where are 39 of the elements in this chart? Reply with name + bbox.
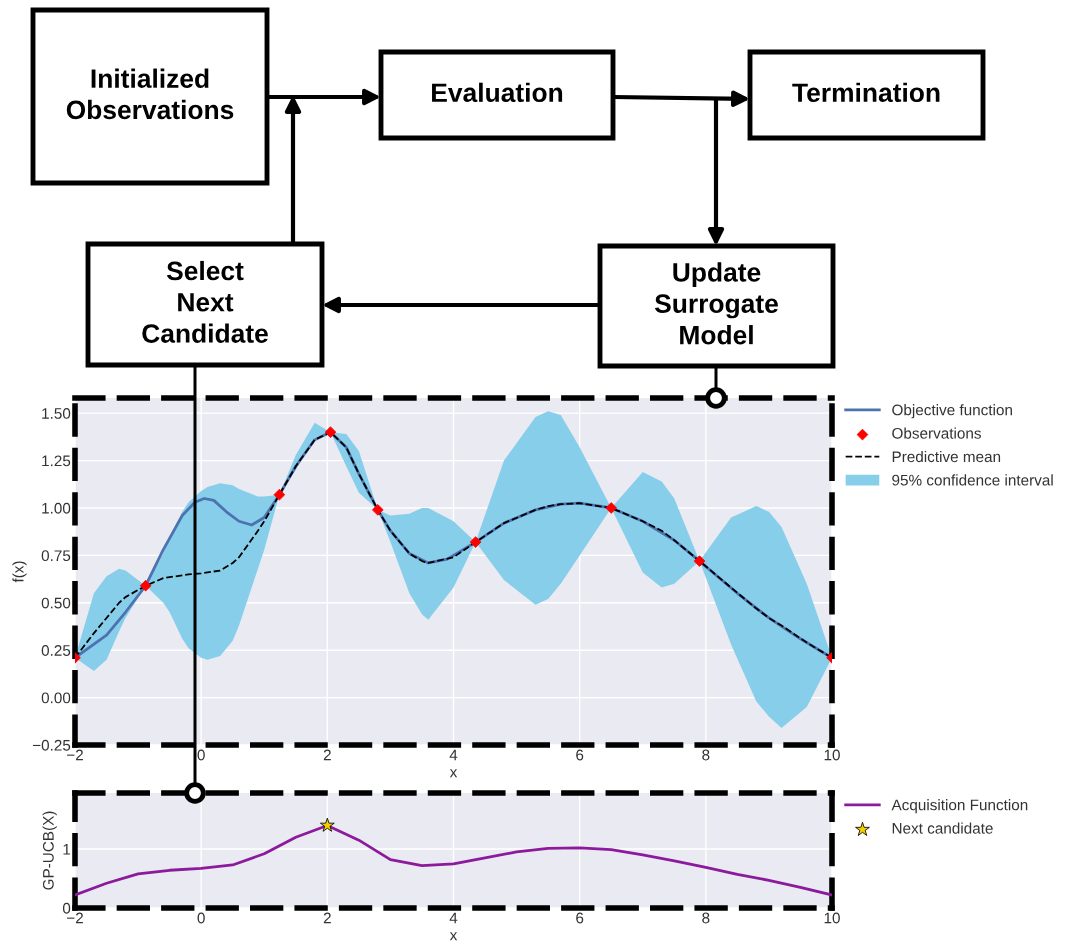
x-tick-label: 10	[824, 749, 840, 761]
text: Update Surrogate Model	[654, 262, 778, 345]
x-tick-label: 6	[576, 749, 584, 761]
x-axis-title: x	[449, 932, 458, 941]
legend-label: Acquisition Function	[891, 799, 1028, 814]
legend-label: 95% confidence interval	[892, 474, 1053, 486]
y-tick-label: −0.25	[32, 739, 71, 751]
legend-label: Next candidate	[892, 822, 993, 834]
text: Initialized Observations	[66, 68, 234, 120]
x-tick-label: −2	[67, 749, 83, 761]
text: Evaluation	[432, 82, 563, 103]
x-tick-label: 0	[197, 749, 205, 761]
y-tick-label: 1	[63, 844, 71, 855]
y-axis-title: GP-UCB(X)	[42, 811, 57, 890]
y-tick-label: 1.50	[42, 408, 71, 419]
text: Select Next Candidate	[142, 260, 268, 343]
x-tick-label: 4	[449, 912, 458, 924]
x-tick-label: −2	[67, 912, 83, 924]
legend-label: Predictive mean	[892, 450, 1001, 463]
x-tick-label: 2	[323, 749, 331, 761]
y-tick-label: 0.50	[41, 597, 71, 609]
y-tick-label: 0.75	[41, 550, 71, 562]
y-tick-label: 0.00	[41, 692, 71, 704]
x-axis-title: x	[449, 769, 458, 778]
y-axis-title: f(x)	[12, 561, 27, 583]
legend-label: Objective function	[892, 404, 1012, 419]
x-tick-label: 2	[323, 912, 331, 924]
y-tick-label: 0.25	[41, 645, 71, 656]
y-tick-label: 1.25	[42, 455, 71, 467]
x-tick-label: 4	[449, 749, 458, 761]
y-tick-label: 1.00	[42, 502, 71, 514]
x-tick-label: 0	[197, 912, 205, 924]
text: Termination	[792, 82, 940, 103]
legend-label: Observations	[892, 427, 981, 439]
x-tick-label: 10	[824, 912, 840, 924]
y-tick-label: 0	[62, 902, 71, 914]
x-tick-label: 8	[702, 749, 710, 761]
x-tick-label: 6	[576, 912, 584, 924]
x-tick-label: 8	[702, 912, 710, 924]
